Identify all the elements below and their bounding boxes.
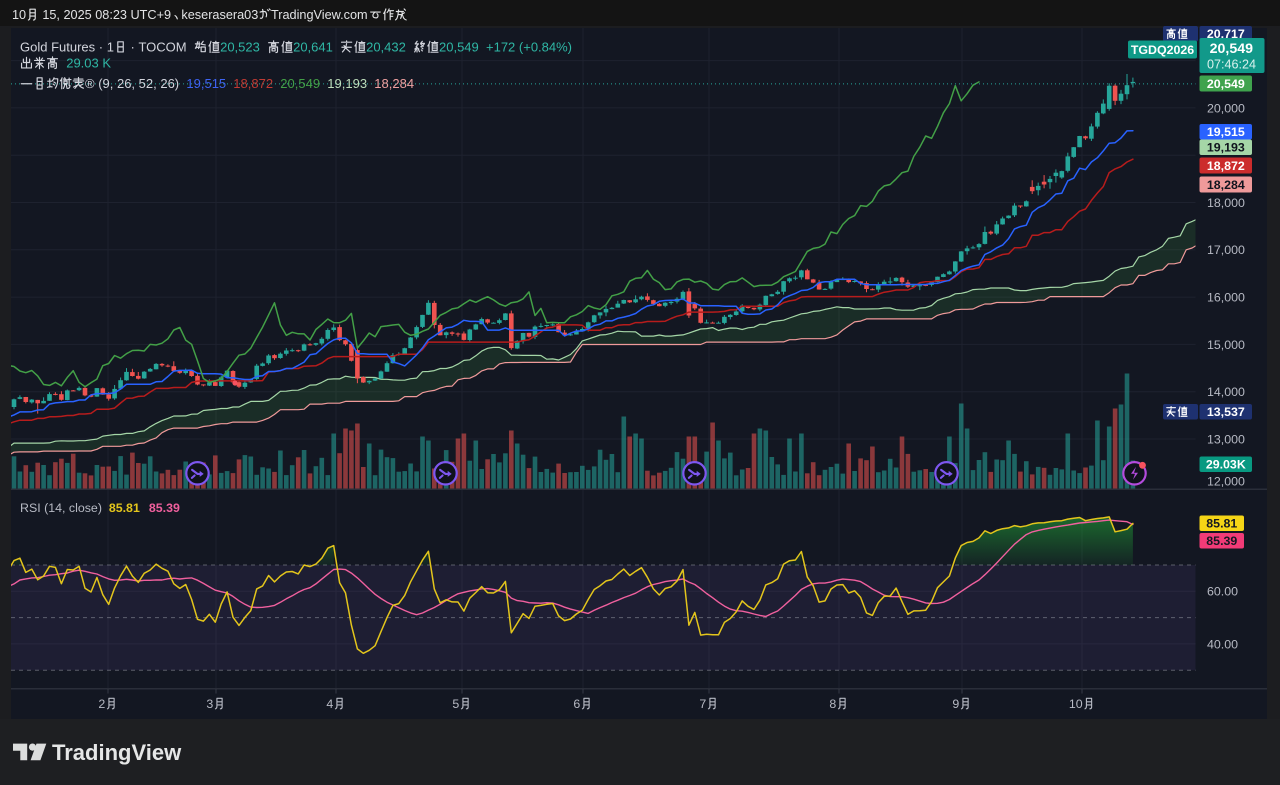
svg-text:18,872: 18,872 <box>1207 159 1245 173</box>
svg-text:13,537: 13,537 <box>1207 405 1245 419</box>
svg-text:20,432: 20,432 <box>366 40 413 55</box>
svg-text:20,549: 20,549 <box>1207 77 1245 91</box>
svg-text:TGDQ2026: TGDQ2026 <box>1131 43 1194 57</box>
svg-text:18,284: 18,284 <box>1207 178 1245 192</box>
svg-text:20,717: 20,717 <box>1207 27 1245 41</box>
svg-text:60.00: 60.00 <box>1207 585 1238 599</box>
svg-text:keserasera03: keserasera03 <box>181 8 258 22</box>
svg-text:85.81: 85.81 <box>1206 517 1237 531</box>
svg-text:20,523: 20,523 <box>220 40 267 55</box>
svg-text:40.00: 40.00 <box>1207 637 1238 651</box>
svg-text:15,000: 15,000 <box>1207 338 1245 352</box>
svg-text:20,000: 20,000 <box>1207 101 1245 115</box>
svg-text:20,641: 20,641 <box>293 40 340 55</box>
svg-text:20,549: 20,549 <box>1210 41 1254 57</box>
svg-text:20,549: 20,549 <box>439 40 486 55</box>
svg-text:7: 7 <box>699 697 706 711</box>
svg-text:19,193: 19,193 <box>327 76 374 91</box>
svg-text:6: 6 <box>573 697 580 711</box>
svg-text:3: 3 <box>206 697 213 711</box>
svg-text:9: 9 <box>952 697 959 711</box>
svg-text:10: 10 <box>1069 697 1083 711</box>
svg-text:29.03 K: 29.03 K <box>59 56 111 71</box>
svg-text:· TOCOM: · TOCOM <box>127 40 194 55</box>
svg-text:18,000: 18,000 <box>1207 196 1245 210</box>
svg-text:1: 1 <box>107 40 114 55</box>
svg-text:19,515: 19,515 <box>1207 125 1245 139</box>
svg-text:·: · <box>95 40 107 55</box>
svg-text:85.39: 85.39 <box>142 501 180 515</box>
svg-text:13,000: 13,000 <box>1207 432 1245 446</box>
svg-text:85.39: 85.39 <box>1206 534 1237 548</box>
svg-text:10: 10 <box>12 8 26 22</box>
svg-text:4: 4 <box>326 697 333 711</box>
svg-text:® (9, 26, 52, 26): ® (9, 26, 52, 26) <box>85 76 186 91</box>
svg-text:Gold Futures: Gold Futures <box>20 40 96 55</box>
svg-text:29.03K: 29.03K <box>1206 458 1246 472</box>
svg-text:12,000: 12,000 <box>1207 474 1245 488</box>
svg-text:TradingView.com: TradingView.com <box>271 8 368 22</box>
svg-text:15, 2025 08:23 UTC+9: 15, 2025 08:23 UTC+9 <box>39 8 171 22</box>
svg-text:07:46:24: 07:46:24 <box>1207 58 1256 72</box>
svg-text:19,515: 19,515 <box>186 76 233 91</box>
svg-text:17,000: 17,000 <box>1207 243 1245 257</box>
svg-text:8: 8 <box>829 697 836 711</box>
svg-text:RSI (14, close): RSI (14, close) <box>20 501 105 515</box>
svg-text:19,193: 19,193 <box>1207 141 1245 155</box>
svg-text:14,000: 14,000 <box>1207 385 1245 399</box>
svg-text:16,000: 16,000 <box>1207 291 1245 305</box>
svg-text:5: 5 <box>452 697 459 711</box>
svg-text:TradingView: TradingView <box>52 740 182 765</box>
svg-text:2: 2 <box>98 697 105 711</box>
svg-text:18,284: 18,284 <box>374 76 414 91</box>
svg-text:18,872: 18,872 <box>233 76 280 91</box>
svg-text:+172 (+0.84%): +172 (+0.84%) <box>486 40 572 55</box>
svg-text:20,549: 20,549 <box>280 76 327 91</box>
svg-text:85.81: 85.81 <box>105 501 140 515</box>
